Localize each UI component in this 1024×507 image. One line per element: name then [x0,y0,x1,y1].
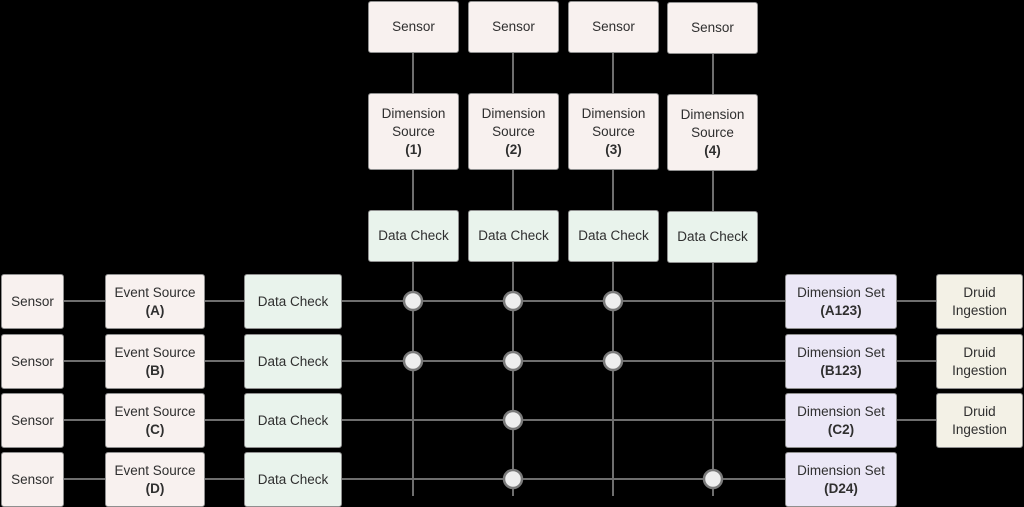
junction-A-2 [502,290,524,312]
event-source-C: Event Source (C) [105,393,205,448]
druid-ingestion-C: Druid Ingestion [936,393,1023,448]
junction-A-3 [602,290,624,312]
event-source-A: Event Source (A) [105,274,205,329]
event-source-D: Event Source (D) [105,452,205,507]
druid-ingestion-B: Druid Ingestion [936,334,1023,389]
druid-ingestion-A: Druid Ingestion [936,274,1023,329]
top-data-check-2: Data Check [468,210,559,262]
row-data-check-B: Data Check [244,334,342,389]
dimension-source-4: Dimension Source (4) [667,94,758,171]
row-data-check-D: Data Check [244,452,342,507]
dimension-set-B123: Dimension Set (B123) [785,334,897,389]
row-sensor-B: Sensor [1,334,64,389]
row-sensor-D: Sensor [1,452,64,507]
top-data-check-1: Data Check [368,210,459,262]
dimension-source-2: Dimension Source (2) [468,93,559,170]
junction-D-2 [502,468,524,490]
row-sensor-A: Sensor [1,274,64,329]
junction-D-4 [702,468,724,490]
top-data-check-3: Data Check [568,210,659,262]
junction-A-1 [402,290,424,312]
junction-B-3 [602,350,624,372]
row-sensor-C: Sensor [1,393,64,448]
dimension-set-C2: Dimension Set (C2) [785,393,897,448]
junction-B-2 [502,350,524,372]
top-sensor-2: Sensor [468,1,559,53]
dimension-source-3: Dimension Source (3) [568,93,659,170]
dimension-source-1: Dimension Source (1) [368,93,459,170]
row-data-check-A: Data Check [244,274,342,329]
event-source-B: Event Source (B) [105,334,205,389]
junction-C-2 [502,409,524,431]
junction-B-1 [402,350,424,372]
top-data-check-4: Data Check [667,211,758,263]
top-sensor-1: Sensor [368,1,459,53]
top-sensor-3: Sensor [568,1,659,53]
dimension-set-D24: Dimension Set (D24) [785,452,897,507]
row-data-check-C: Data Check [244,393,342,448]
dimension-set-A123: Dimension Set (A123) [785,274,897,329]
top-sensor-4: Sensor [667,2,758,54]
